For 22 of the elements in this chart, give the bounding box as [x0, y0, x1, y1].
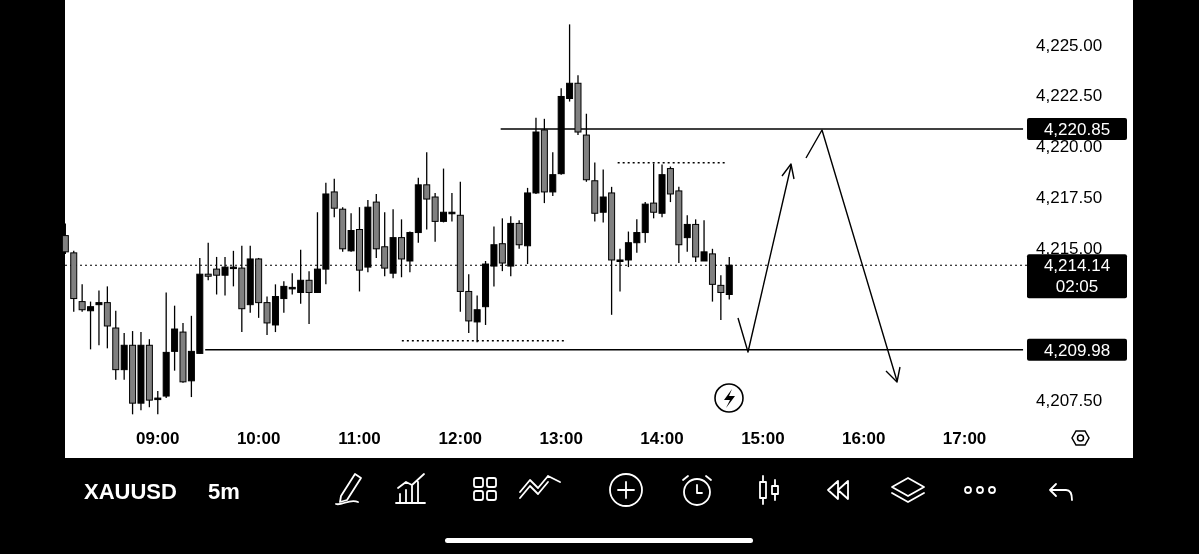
ref-line-label: 4,214.14: [1043, 256, 1111, 276]
candlestick: [61, 222, 69, 255]
y-tick-label: 4,207.50: [1036, 391, 1103, 411]
text: XAUUSD: [84, 479, 177, 504]
series-label: 4,209.98: [1043, 340, 1111, 360]
y-tick-label: 4,220.00: [1036, 137, 1103, 157]
x-tick-label: 12:00: [438, 429, 483, 448]
x-tick-label: 17:00: [942, 429, 987, 448]
y-tick-label: 4,215.00: [1036, 238, 1103, 258]
y-tick-label: 4,222.50: [1036, 86, 1103, 106]
text: 5m: [208, 479, 240, 504]
annotation: 02:05: [1055, 277, 1099, 297]
x-tick-label: 10:00: [236, 429, 281, 448]
x-tick-label: 11:00: [338, 429, 381, 448]
series-label: 4,220.85: [1043, 119, 1111, 139]
x-tick-label: 14:00: [640, 429, 684, 448]
x-tick-label: 13:00: [539, 429, 583, 448]
y-tick-label: 4,225.00: [1036, 35, 1103, 55]
y-tick-label: 4,217.50: [1036, 188, 1103, 208]
x-tick-label: 16:00: [841, 429, 886, 448]
x-tick-label: 09:00: [136, 429, 180, 448]
x-tick-label: 15:00: [741, 429, 785, 448]
